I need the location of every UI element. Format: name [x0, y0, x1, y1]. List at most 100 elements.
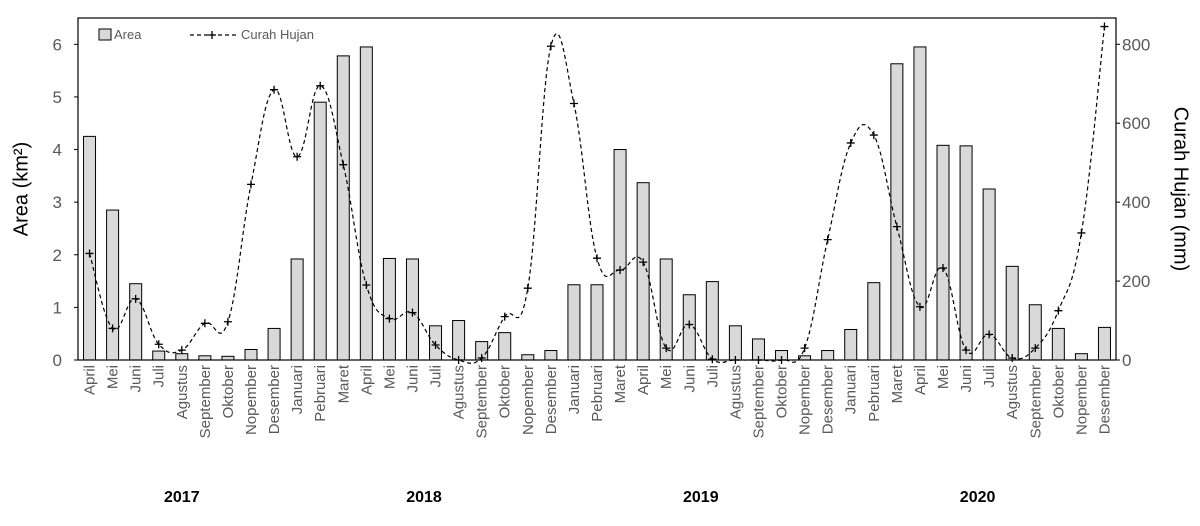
left-tick-label: 2	[53, 246, 62, 265]
category-label: Desember	[1096, 365, 1113, 434]
left-axis: 0 1 2 3 4 5 6	[53, 35, 78, 370]
category-label: Oktober	[220, 365, 237, 418]
category-label: Pebruari	[866, 365, 883, 422]
category-label: Mei	[935, 365, 952, 389]
category-label: Nopember	[797, 365, 814, 435]
area-bars	[83, 46, 1111, 361]
year-label: 2017	[164, 489, 200, 506]
category-label: Januari	[289, 365, 306, 414]
category-label: September	[474, 365, 491, 438]
area-bar	[267, 327, 281, 361]
left-tick-label: 5	[53, 88, 62, 107]
category-label: Agustus	[174, 365, 191, 419]
category-label: Juli	[428, 365, 445, 388]
category-label: Juli	[151, 365, 168, 388]
area-bar	[175, 353, 189, 361]
rainfall-curve	[88, 26, 1106, 364]
rainfall-marker	[270, 85, 279, 94]
category-label: Nopember	[1073, 365, 1090, 435]
area-bar	[198, 355, 212, 361]
rainfall-line	[85, 22, 1109, 364]
rainfall-marker	[915, 302, 924, 311]
area-bar	[498, 332, 512, 361]
category-label: Mei	[381, 365, 398, 389]
right-tick-label: 200	[1122, 272, 1150, 291]
area-bar	[1097, 326, 1111, 361]
area-bar	[590, 284, 604, 361]
plot-area	[77, 17, 1117, 361]
rainfall-marker	[385, 314, 394, 323]
category-label: Juni	[681, 365, 698, 393]
rainfall-marker	[962, 346, 971, 355]
rainfall-marker	[639, 258, 648, 267]
area-bar	[521, 354, 535, 361]
rainfall-marker	[500, 312, 509, 321]
category-label: Maret	[335, 364, 352, 403]
year-label: 2018	[406, 489, 442, 506]
area-bar	[913, 46, 927, 361]
rainfall-marker	[154, 340, 163, 349]
area-bar	[613, 149, 627, 361]
legend-rain-marker	[208, 31, 216, 39]
rainfall-marker	[869, 131, 878, 140]
rainfall-marker	[362, 281, 371, 290]
category-label: Mei	[658, 365, 675, 389]
rainfall-marker	[892, 222, 901, 231]
rainfall-marker	[223, 317, 232, 326]
category-label: Pebruari	[312, 365, 329, 422]
rainfall-marker	[1008, 354, 1017, 363]
category-label: Desember	[266, 365, 283, 434]
category-label: Agustus	[727, 365, 744, 419]
category-label: April	[912, 365, 929, 395]
area-bar	[336, 55, 350, 361]
right-axis-title: Curah Hujan (mm)	[1170, 107, 1192, 271]
category-label: Juni	[404, 365, 421, 393]
category-label: Oktober	[497, 365, 514, 418]
area-bar	[705, 281, 719, 361]
legend-area-swatch	[98, 28, 112, 41]
rainfall-marker	[108, 324, 117, 333]
rainfall-marker	[685, 320, 694, 329]
rainfall-marker	[823, 235, 832, 244]
rainfall-marker	[593, 254, 601, 263]
category-label: Juni	[958, 365, 975, 393]
year-label: 2020	[960, 489, 996, 506]
legend-rain-label: Curah Hujan	[241, 27, 314, 42]
rainfall-marker	[939, 264, 947, 273]
rainfall-marker	[1031, 344, 1040, 353]
rainfall-marker	[546, 42, 555, 51]
category-label: April	[358, 365, 375, 395]
category-label: Januari	[843, 365, 860, 414]
category-label: Maret	[889, 364, 906, 403]
right-tick-label: 0	[1122, 351, 1131, 370]
rainfall-marker	[708, 355, 717, 364]
category-label: Desember	[820, 365, 837, 434]
area-bar	[844, 328, 858, 361]
rainfall-marker	[177, 346, 186, 355]
left-tick-label: 6	[53, 35, 62, 54]
area-bar	[290, 258, 304, 361]
area-bar	[728, 325, 742, 361]
right-tick-label: 600	[1122, 114, 1150, 133]
area-bar	[867, 282, 881, 361]
rainfall-marker	[293, 152, 302, 161]
category-label: Agustus	[451, 365, 468, 419]
left-tick-label: 3	[53, 193, 62, 212]
area-bar	[382, 257, 396, 361]
rainfall-marker	[339, 160, 348, 169]
area-bar	[1005, 265, 1019, 361]
area-bar	[1051, 327, 1065, 361]
category-label: Juni	[128, 365, 145, 393]
rainfall-marker	[247, 180, 255, 189]
left-tick-label: 4	[53, 141, 62, 160]
area-bar	[83, 135, 97, 361]
category-label: Desember	[543, 365, 560, 434]
category-label: April	[635, 365, 652, 395]
rainfall-marker	[131, 294, 140, 303]
left-tick-label: 1	[53, 298, 62, 317]
left-tick-label: 0	[53, 351, 62, 370]
legend: Area Curah Hujan	[98, 27, 314, 42]
right-tick-label: 800	[1122, 35, 1150, 54]
rainfall-marker	[85, 249, 94, 258]
rainfall-marker	[200, 319, 209, 328]
